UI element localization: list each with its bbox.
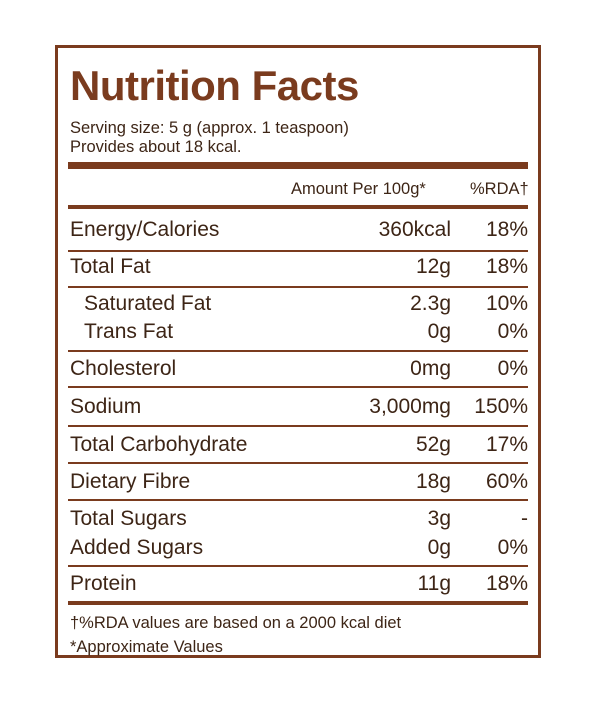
row-protein-amount: 11g [417, 572, 451, 595]
divider-header [68, 205, 528, 209]
row-trans-fat-amount: 0g [427, 320, 451, 343]
row-protein-rda: 18% [485, 572, 528, 595]
row-cholesterol-amount: 0mg [410, 357, 451, 380]
row-added-sugars-name: Added Sugars [70, 536, 204, 559]
column-header-rda: %RDA† [470, 180, 529, 198]
row-sodium-name: Sodium [70, 395, 142, 418]
row-fibre-amount: 18g [415, 470, 451, 493]
serving-size-text: Serving size: 5 g (approx. 1 teaspoon) [70, 119, 349, 137]
row-saturated-fat-name: Saturated Fat [84, 292, 212, 315]
row-cholesterol-name: Cholesterol [70, 357, 177, 380]
divider [68, 250, 528, 252]
divider [68, 565, 528, 567]
row-energy-amount: 360kcal [378, 218, 451, 241]
row-energy-rda: 18% [485, 218, 528, 241]
divider-footer [68, 601, 528, 605]
row-protein-name: Protein [70, 572, 137, 595]
row-sodium-amount: 3,000mg [369, 395, 451, 418]
row-fibre-rda: 60% [485, 470, 528, 493]
row-carbohydrate-rda: 17% [485, 433, 528, 456]
divider-thick [68, 162, 528, 169]
divider [68, 425, 528, 427]
row-cholesterol-rda: 0% [497, 357, 528, 380]
row-carbohydrate-name: Total Carbohydrate [70, 433, 248, 456]
row-saturated-fat-rda: 10% [485, 292, 528, 315]
row-trans-fat-name: Trans Fat [84, 320, 174, 343]
footnote-approximate: *Approximate Values [70, 638, 223, 656]
row-total-fat-name: Total Fat [70, 255, 151, 278]
row-fibre-name: Dietary Fibre [70, 470, 191, 493]
row-total-fat-amount: 12g [415, 255, 451, 278]
row-added-sugars-amount: 0g [427, 536, 451, 559]
column-header-amount: Amount Per 100g* [291, 180, 426, 198]
row-total-sugars-rda: - [521, 507, 528, 530]
divider [68, 499, 528, 501]
row-carbohydrate-amount: 52g [415, 433, 451, 456]
divider [68, 286, 528, 288]
row-sodium-rda: 150% [474, 395, 528, 418]
row-total-sugars-amount: 3g [427, 507, 451, 530]
row-total-fat-rda: 18% [485, 255, 528, 278]
divider [68, 386, 528, 388]
divider [68, 462, 528, 464]
row-added-sugars-rda: 0% [497, 536, 528, 559]
label-title: Nutrition Facts [70, 62, 359, 109]
row-saturated-fat-amount: 2.3g [410, 292, 451, 315]
footnote-rda: †%RDA values are based on a 2000 kcal di… [70, 614, 402, 632]
serving-info: Serving size: 5 g (approx. 1 teaspoon) P… [70, 119, 349, 157]
row-trans-fat-rda: 0% [497, 320, 528, 343]
row-total-sugars-name: Total Sugars [70, 507, 187, 530]
divider [68, 350, 528, 352]
row-energy-name: Energy/Calories [70, 218, 220, 241]
nutrition-facts-label: Nutrition Facts Serving size: 5 g (appro… [55, 45, 541, 658]
serving-calories-text: Provides about 18 kcal. [70, 138, 242, 156]
